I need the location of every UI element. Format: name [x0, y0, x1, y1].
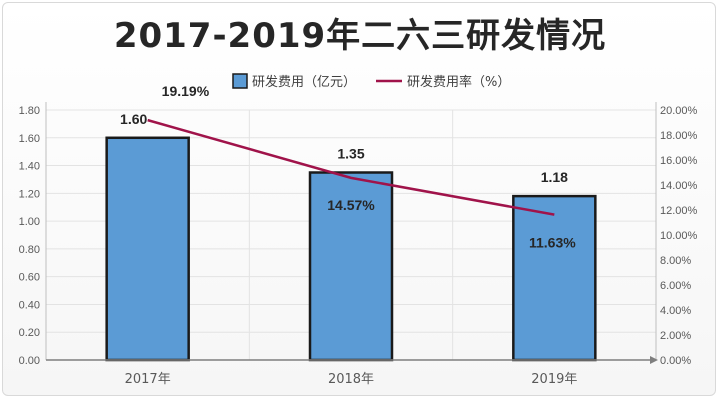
line-value-label: 14.57% [327, 197, 375, 213]
line-series [147, 118, 555, 216]
bar-series [105, 136, 597, 362]
y-right-tick-label: 18.00% [660, 130, 698, 142]
y-right-tick-label: 14.00% [660, 180, 698, 192]
chart-title: 2017-2019年二六三研发情况 [113, 16, 607, 56]
y-left-tick-label: 1.60 [19, 133, 40, 145]
bar-value-label: 1.35 [337, 146, 364, 162]
y-right-tick-label: 16.00% [660, 155, 698, 167]
y-right-tick-label: 0.00% [660, 355, 691, 367]
y-left-tick-label: 1.20 [19, 188, 40, 200]
bar-2018年 [308, 171, 394, 362]
y-right-tick-label: 4.00% [660, 305, 691, 317]
y-left-tick-label: 0.80 [19, 244, 40, 256]
line-value-label: 19.19% [162, 83, 210, 99]
legend-bar-label: 研发费用（亿元） [252, 74, 356, 90]
y-right-tick-label: 10.00% [660, 230, 698, 242]
legend: 研发费用（亿元） 研发费用率（%） [232, 73, 510, 90]
legend-line-label: 研发费用率（%） [407, 74, 510, 90]
axes: 0.00 0.20 0.40 0.60 0.80 1.00 1.20 1.40 1.60 1.80… [19, 102, 698, 387]
y-right-tick-label: 2.00% [660, 330, 691, 342]
bar-value-label: 1.60 [120, 111, 147, 127]
x-tick-label: 2017年 [125, 372, 171, 387]
y-left-tick-label: 0.20 [19, 327, 40, 339]
y-right-tick-label: 8.00% [660, 255, 691, 267]
y-left-tick-label: 0.40 [19, 299, 40, 311]
line-path [147, 118, 555, 216]
y-right-tick-label: 6.00% [660, 280, 691, 292]
y-right-tick-label: 20.00% [660, 105, 698, 117]
y-right-tick-label: 12.00% [660, 205, 698, 217]
x-tick-label: 2019年 [531, 372, 577, 387]
y-left-tick-label: 1.00 [19, 216, 40, 228]
line-value-label: 11.63% [529, 235, 576, 251]
x-axis-arrow [650, 356, 658, 364]
legend-bar-swatch [232, 73, 248, 89]
y-left-tick-label: 1.80 [19, 105, 40, 117]
x-tick-label: 2018年 [328, 372, 374, 387]
y-left-tick-label: 1.40 [19, 161, 40, 173]
bar-2017年 [105, 136, 190, 362]
bar-2019年 [512, 194, 597, 362]
data-labels: 1.60 1.35 1.18 19.19% 14.57% 11.63% [120, 83, 576, 251]
y-left-tick-label: 0.60 [19, 272, 40, 284]
bar-value-label: 1.18 [541, 169, 568, 185]
y-left-tick-label: 0.00 [19, 355, 40, 367]
